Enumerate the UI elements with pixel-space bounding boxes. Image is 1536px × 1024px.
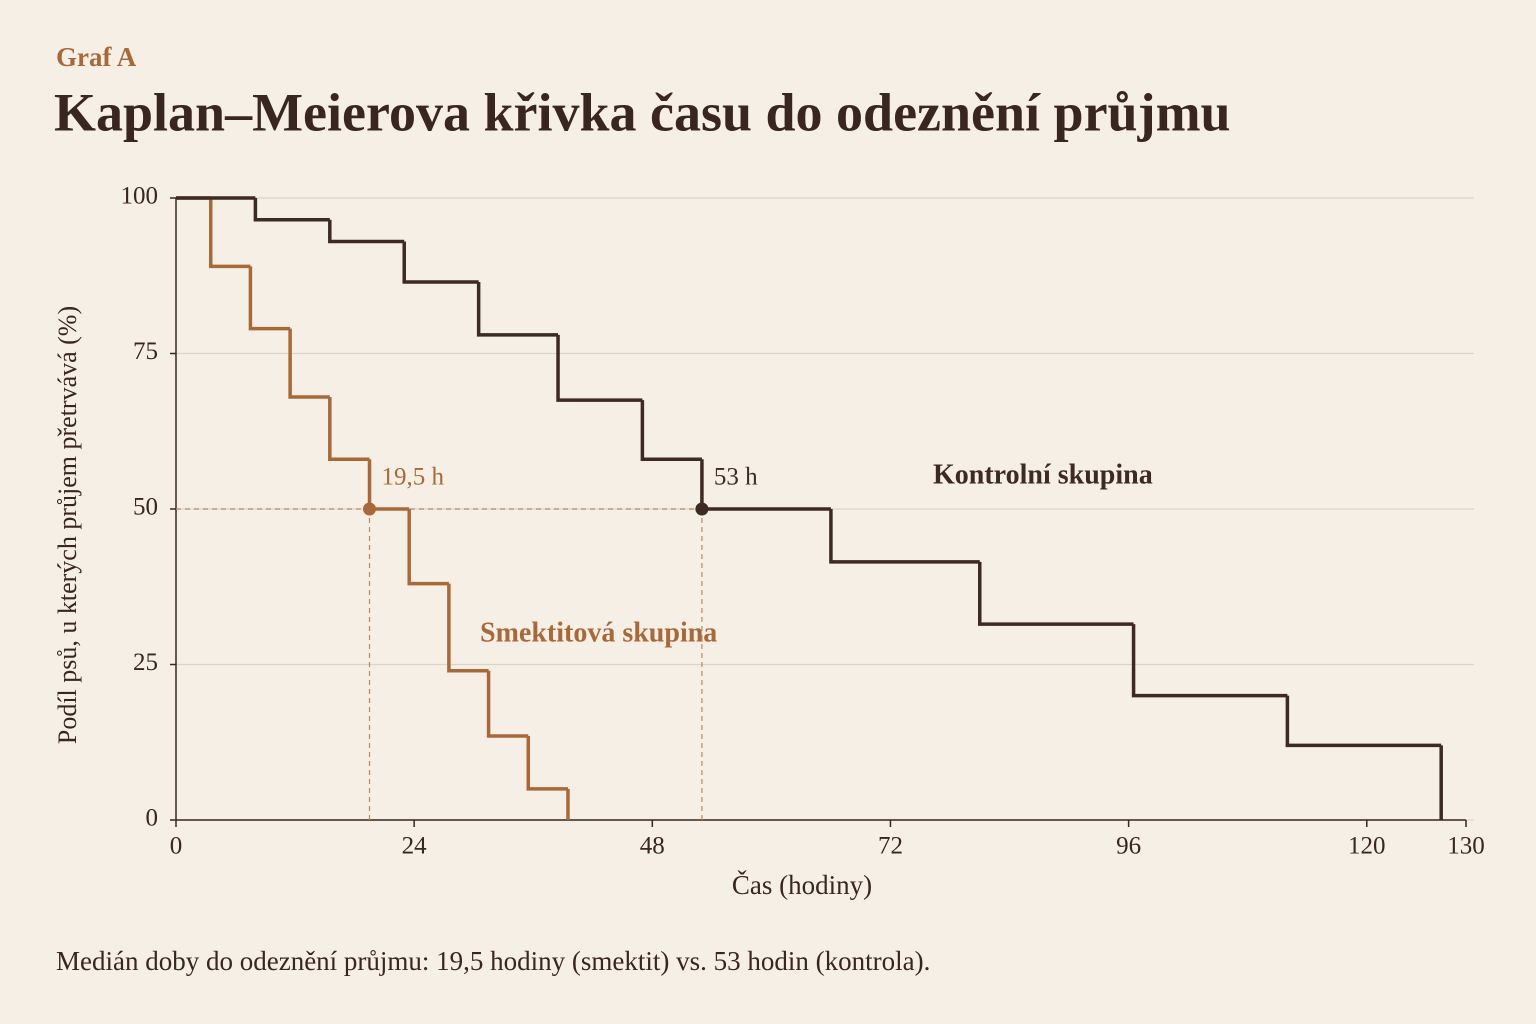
x-tick-label: 0: [170, 833, 183, 860]
step-segment: [208, 198, 251, 269]
step-segment: [640, 400, 702, 461]
series-label: Kontrolní skupina: [933, 459, 1153, 490]
x-axis-label: Čas (hodiny): [732, 870, 872, 900]
chart-label: Graf A: [56, 42, 137, 72]
median-label: 19,5 h: [382, 464, 445, 491]
x-tick-label: 130: [1447, 833, 1485, 860]
step-segment: [556, 334, 643, 402]
step-segment: [328, 219, 405, 244]
y-tick-label: 75: [133, 338, 158, 365]
x-tick-label: 120: [1348, 833, 1386, 860]
step-segment: [288, 328, 330, 399]
footnote: Medián doby do odeznění průjmu: 19,5 hod…: [56, 946, 930, 976]
median-label: 53 h: [714, 464, 758, 491]
series-label: Smektitová skupina: [480, 617, 717, 648]
step-segment: [248, 266, 291, 331]
x-tick-label: 48: [640, 833, 665, 860]
step-segment: [1131, 624, 1288, 698]
x-tick-label: 96: [1116, 833, 1141, 860]
step-segment: [328, 397, 370, 461]
chart-title: Kaplan–Meierova křivka času do odeznění …: [54, 82, 1231, 142]
median-marker: [363, 502, 376, 516]
y-axis-label: Podíl psů, u kterých průjem přetrvává (%…: [53, 306, 82, 744]
step-segment: [447, 583, 489, 673]
step-segment: [476, 281, 559, 337]
step-segment: [253, 198, 330, 222]
x-tick-label: 24: [402, 833, 428, 860]
step-segment: [407, 509, 449, 586]
x-tick-label: 72: [878, 833, 903, 860]
y-tick-label: 0: [146, 805, 159, 832]
step-segment: [829, 509, 980, 564]
step-segment: [402, 241, 479, 284]
median-marker: [695, 502, 709, 516]
step-segment: [526, 736, 568, 791]
step-segment: [1285, 695, 1442, 748]
y-tick-label: 100: [121, 183, 159, 210]
y-tick-label: 25: [133, 649, 158, 676]
y-tick-label: 50: [133, 494, 158, 521]
step-segment: [978, 561, 1134, 626]
step-segment: [486, 670, 529, 738]
